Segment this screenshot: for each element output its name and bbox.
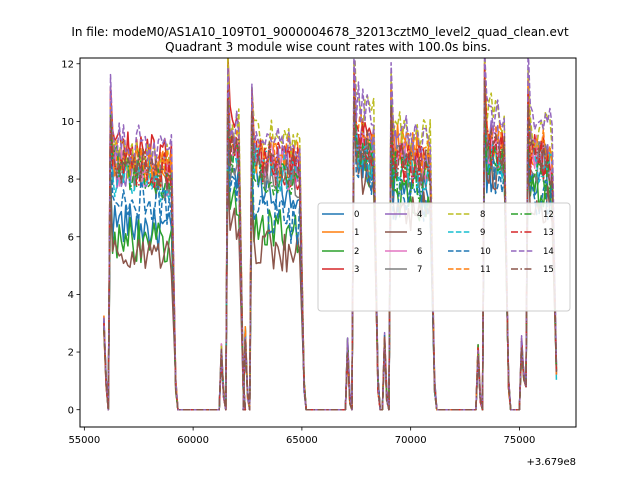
legend-label-3: 3: [354, 265, 359, 275]
y-axis-ticks: 0 2 4 6 8 10 12: [61, 59, 80, 416]
legend-label-4: 4: [417, 210, 422, 220]
legend-label-7: 7: [417, 265, 422, 275]
y-tick-label: 0: [68, 405, 74, 416]
legend-frame: [317, 202, 571, 312]
y-tick-label: 12: [61, 59, 74, 70]
legend-label-12: 12: [543, 210, 554, 220]
legend-label-10: 10: [480, 247, 491, 257]
x-tick-label: 70000: [395, 435, 427, 446]
x-tick-label: 75000: [504, 435, 536, 446]
x-tick-label: 60000: [177, 435, 209, 446]
legend-label-6: 6: [417, 247, 422, 257]
series-line-15: [103, 80, 558, 411]
x-offset-label: +3.679e8: [526, 457, 576, 468]
legend-label-8: 8: [480, 210, 485, 220]
y-tick-label: 8: [68, 175, 74, 186]
axes-title: Quadrant 3 module wise count rates with …: [165, 40, 491, 54]
legend-label-14: 14: [543, 247, 554, 257]
legend-label-5: 5: [417, 228, 422, 238]
axes-frame: [79, 57, 577, 428]
legend-label-1: 1: [354, 228, 359, 238]
legend-label-0: 0: [354, 210, 359, 220]
y-tick-label: 6: [68, 232, 74, 243]
legend-label-13: 13: [543, 228, 554, 238]
y-tick-label: 2: [68, 348, 74, 359]
series-layer: [103, 58, 558, 411]
x-axis-ticks: 55000 60000 65000 70000 75000: [68, 427, 535, 446]
y-tick-label: 4: [68, 290, 74, 301]
legend-label-11: 11: [480, 265, 491, 275]
figure-suptitle: In file: modeM0/AS1A10_109T01_9000004678…: [71, 25, 569, 39]
legend-label-9: 9: [480, 228, 485, 238]
x-tick-label: 55000: [68, 435, 100, 446]
legend-label-2: 2: [354, 247, 359, 257]
x-tick-label: 65000: [286, 435, 318, 446]
y-tick-label: 10: [61, 117, 74, 128]
legend-label-15: 15: [543, 265, 554, 275]
